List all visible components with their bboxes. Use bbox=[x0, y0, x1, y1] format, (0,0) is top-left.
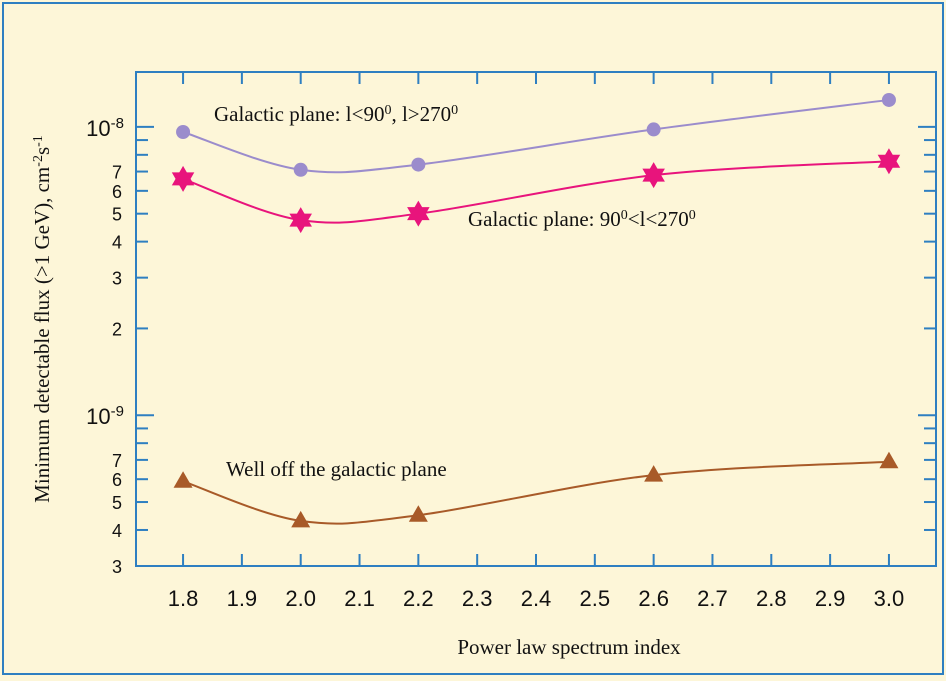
y-tick-label: 6 bbox=[112, 470, 122, 490]
star-marker-part bbox=[171, 172, 195, 192]
y-tick-label: 7 bbox=[112, 451, 122, 471]
chart-svg: 1.8 1.9 2.0 2.1 2.2 2.3 2.4 2.5 2.6 2.7 2.8 2.9 3.0 … bbox=[30, 71, 937, 659]
circle-marker bbox=[881, 92, 896, 107]
x-tick-label: 2.4 bbox=[521, 586, 552, 611]
y-tick-label: 2 bbox=[112, 319, 122, 339]
series-line bbox=[182, 160, 889, 224]
star-marker bbox=[289, 207, 312, 234]
star-marker-part bbox=[877, 154, 901, 175]
x-tick-labels: 1.8 1.9 2.0 2.1 2.2 2.3 2.4 2.5 2.6 2.7 2.8 2.9 3.0 bbox=[168, 586, 904, 611]
series-lines bbox=[182, 98, 890, 525]
y-tick-label: 4 bbox=[112, 521, 122, 541]
triangle-marker bbox=[879, 451, 899, 469]
y-tick-label: 3 bbox=[112, 557, 122, 577]
annotation-label: Well off the galactic plane bbox=[226, 457, 447, 481]
y-decade-label: 10-8 bbox=[86, 114, 124, 141]
x-tick-label: 2.1 bbox=[344, 586, 375, 611]
y-tick-label: 5 bbox=[112, 493, 122, 513]
circle-marker bbox=[411, 157, 426, 172]
triangle-marker bbox=[173, 471, 193, 488]
x-tick-label: 2.8 bbox=[756, 586, 787, 611]
star-marker-part bbox=[642, 168, 665, 189]
x-tick-label: 2.7 bbox=[697, 586, 728, 611]
y-tick-label: 5 bbox=[112, 205, 122, 225]
triangle-marker bbox=[408, 505, 428, 522]
star-marker bbox=[642, 162, 665, 189]
star-marker bbox=[407, 200, 430, 227]
y-axis-label: Minimum detectable flux (>1 GeV), cm-2s-… bbox=[30, 135, 54, 503]
axis-ticks bbox=[136, 72, 936, 567]
series-markers bbox=[171, 92, 901, 528]
annotations: Galactic plane: l<900, l>2700 Galactic pl… bbox=[214, 102, 696, 481]
series-line bbox=[182, 98, 890, 174]
triangle-marker bbox=[291, 510, 311, 528]
x-tick-label: 1.9 bbox=[227, 586, 258, 611]
circle-marker bbox=[646, 122, 661, 137]
y-decade-label: 10-9 bbox=[86, 403, 124, 430]
x-tick-label: 2.0 bbox=[285, 586, 316, 611]
plot-area bbox=[135, 71, 937, 567]
x-tick-label: 2.3 bbox=[462, 586, 493, 611]
y-tick-label: 4 bbox=[112, 233, 122, 253]
circle-marker bbox=[176, 124, 191, 139]
x-tick-label: 1.8 bbox=[168, 586, 199, 611]
x-axis-label: Power law spectrum index bbox=[457, 635, 681, 659]
y-tick-label: 6 bbox=[112, 182, 122, 202]
triangle-marker bbox=[644, 465, 664, 482]
circle-marker bbox=[293, 162, 308, 177]
series-line bbox=[182, 460, 889, 525]
annotation-label: Galactic plane: 900<l<2700 bbox=[468, 207, 696, 231]
star-marker bbox=[877, 148, 901, 175]
x-tick-label: 2.2 bbox=[403, 586, 434, 611]
x-tick-label: 2.9 bbox=[815, 586, 846, 611]
star-marker-part bbox=[289, 213, 312, 234]
star-marker bbox=[171, 165, 195, 192]
y-tick-label: 7 bbox=[112, 163, 122, 183]
x-tick-label: 2.6 bbox=[638, 586, 669, 611]
y-tick-label: 3 bbox=[112, 269, 122, 289]
star-marker-part bbox=[407, 207, 430, 227]
x-tick-label: 2.5 bbox=[580, 586, 611, 611]
annotation-label: Galactic plane: l<900, l>2700 bbox=[214, 102, 458, 126]
x-tick-label: 3.0 bbox=[874, 586, 905, 611]
